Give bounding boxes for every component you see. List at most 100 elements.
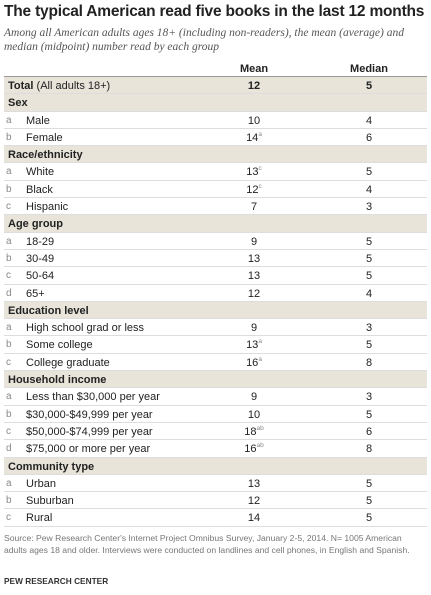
data-row: d $75,000 or more per year 16ab 8 [4, 440, 427, 458]
mean-value: 16 [244, 443, 257, 456]
median-value: 3 [365, 391, 373, 404]
group-name: Education level [8, 304, 89, 317]
data-row: a Less than $30,000 per year 9 3 [4, 388, 427, 406]
mean-cell: 9 [219, 391, 289, 403]
row-letter: b [6, 339, 12, 351]
mean-cell: 13 [219, 270, 289, 282]
median-value: 4 [365, 183, 373, 196]
data-row: b Suburban 12 5 [4, 492, 427, 510]
group-row: Community type [4, 457, 427, 475]
row-label: 50-64 [26, 270, 55, 283]
significance-note: a [258, 355, 262, 363]
median-value: 5 [365, 339, 373, 352]
mean-cell: 14a [219, 131, 289, 144]
significance-note: c [258, 165, 262, 173]
row-label: Female [26, 131, 63, 144]
mean-value: 13 [246, 339, 259, 352]
row-label: White [26, 166, 55, 179]
row-label: Total (All adults 18+) [8, 80, 110, 92]
median-value: 5 [365, 166, 373, 179]
mean-cell: 9 [219, 322, 289, 334]
row-label: $30,000-$49,999 per year [26, 408, 153, 421]
group-row: Sex [4, 94, 427, 112]
data-row: b Some college 13a 5 [4, 336, 427, 354]
total-row: Total (All adults 18+) 12 5 [4, 77, 427, 95]
mean-value: 7 [250, 201, 258, 214]
column-header: Mean [239, 63, 269, 75]
row-label: Suburban [26, 495, 74, 508]
data-row: c Hispanic 7 3 [4, 198, 427, 216]
mean-cell: 13 [219, 478, 289, 490]
row-letter: c [6, 201, 11, 213]
mean-value: 12 [247, 287, 261, 300]
title: The typical American read five books in … [4, 3, 425, 20]
median-value: 5 [365, 270, 373, 283]
row-label: Male [26, 114, 50, 127]
significance-note: a [258, 338, 262, 346]
row-label: Hispanic [26, 201, 69, 214]
mean-value: 14 [246, 131, 259, 144]
mean-value: 18 [244, 425, 257, 438]
row-letter: a [6, 477, 12, 489]
group-name: Age group [8, 218, 63, 231]
row-label: $75,000 or more per year [26, 443, 151, 456]
row-letter: a [6, 322, 12, 334]
group-name: Community type [8, 460, 95, 473]
median-value: 5 [365, 408, 373, 421]
median-value: 6 [365, 425, 373, 438]
group-name: Household income [8, 374, 107, 387]
mean-value: 9 [250, 235, 258, 248]
data-row: b 30-49 13 5 [4, 250, 427, 268]
group-name: Race/ethnicity [8, 149, 83, 162]
median-value: 4 [365, 114, 373, 127]
data-row: c $50,000-$74,999 per year 18ab 6 [4, 423, 427, 441]
mean-cell: 12 [219, 495, 289, 507]
median-value: 5 [365, 235, 373, 248]
group-name: Sex [8, 97, 28, 110]
median-value: 6 [365, 131, 373, 144]
mean-value: 13 [247, 252, 261, 265]
data-row: a 18-29 9 5 [4, 233, 427, 250]
median-value: 5 [365, 512, 373, 525]
column-header: Median [350, 63, 388, 75]
row-letter: b [6, 495, 12, 507]
mean-cell: 10 [219, 409, 289, 421]
median-value: 5 [365, 80, 373, 92]
row-letter: b [6, 131, 12, 143]
row-letter: c [6, 512, 11, 524]
significance-note: ab [256, 424, 264, 432]
median-value: 5 [365, 252, 373, 265]
mean-value: 13 [247, 270, 261, 283]
mean-cell: 9 [219, 236, 289, 248]
data-row: c 50-64 13 5 [4, 267, 427, 285]
mean-value: 13 [247, 477, 261, 490]
mean-cell: 7 [219, 201, 289, 213]
mean-cell: 14 [219, 512, 289, 524]
mean-cell: 16a [219, 355, 289, 369]
group-row: Education level [4, 301, 427, 320]
footer: PEW RESEARCH CENTER [4, 576, 109, 586]
data-row: b Female 14a 6 [4, 129, 427, 147]
row-letter: c [6, 356, 11, 368]
data-row: c College graduate 16a 8 [4, 354, 427, 372]
data-row: a White 13c 5 [4, 163, 427, 181]
row-label: High school grad or less [26, 322, 145, 335]
mean-value: 9 [250, 322, 258, 335]
mean-value: 16 [246, 356, 259, 369]
data-row: d 65+ 12 4 [4, 285, 427, 302]
data-row: a High school grad or less 9 3 [4, 319, 427, 337]
row-letter: b [6, 252, 12, 264]
total-note: (All adults 18+) [36, 80, 111, 92]
row-letter: b [6, 183, 12, 195]
data-row: c Rural 14 5 [4, 509, 427, 527]
data-row: b $30,000-$49,999 per year 10 5 [4, 406, 427, 423]
row-label: College graduate [26, 356, 110, 369]
row-label: 18-29 [26, 235, 55, 248]
header-row: Mean Median [4, 60, 427, 77]
mean-cell: 18ab [219, 424, 289, 438]
row-label: Black [26, 183, 53, 196]
group-row: Age group [4, 215, 427, 233]
mean-value: 9 [250, 391, 258, 404]
data-row: a Urban 13 5 [4, 475, 427, 493]
